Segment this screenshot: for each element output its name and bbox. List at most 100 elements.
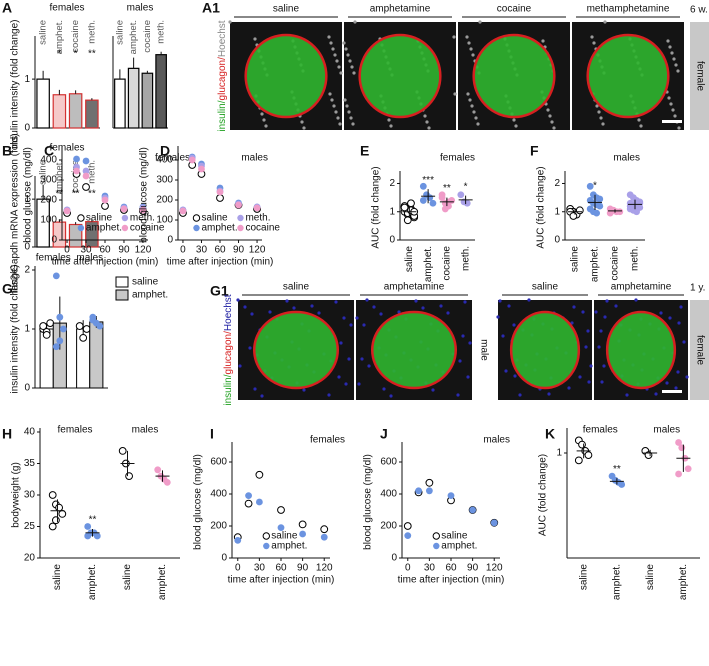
nucleus: [372, 305, 376, 309]
nucleus: [546, 108, 550, 112]
islet: [370, 310, 458, 390]
data-point: [578, 440, 586, 449]
nucleus: [431, 388, 435, 392]
nucleus: [590, 35, 594, 39]
islet: [605, 310, 677, 390]
nucleus: [331, 47, 335, 51]
nucleus: [614, 304, 618, 308]
data-point: [419, 197, 427, 204]
nucleus: [673, 114, 677, 118]
category-label: amphet.: [157, 564, 168, 600]
nucleus: [599, 329, 603, 333]
data-point: [415, 487, 422, 495]
stain-part: Hoechst: [217, 20, 228, 57]
legend-label: saline: [201, 213, 228, 224]
column-header: amphetamine: [611, 282, 672, 293]
legend-label: meth.: [245, 213, 270, 224]
nucleus: [595, 104, 599, 108]
x-tick-label: 120: [135, 245, 152, 256]
nucleus: [676, 69, 680, 73]
y-axis-label: Ins2/Gapdh mRNA expression (fold): [10, 133, 21, 293]
data-point: [419, 182, 427, 190]
nucleus: [228, 20, 232, 24]
nucleus: [367, 364, 371, 368]
data-point: [216, 188, 224, 196]
category-label: cocaine: [70, 20, 81, 53]
bar: [89, 321, 104, 389]
nucleus: [463, 300, 467, 304]
x-tick-label: 0: [64, 245, 70, 256]
data-point: [463, 199, 471, 207]
bar: [68, 93, 83, 129]
chart-title: females: [310, 435, 345, 446]
data-point: [48, 491, 57, 499]
data-point: [636, 199, 644, 207]
x-tick-label: 0: [405, 563, 411, 574]
data-point: [79, 333, 88, 342]
x-tick-label: 120: [249, 245, 266, 256]
nucleus: [514, 124, 518, 128]
category-label: meth.: [460, 246, 471, 271]
nucleus: [504, 369, 508, 373]
data-point: [626, 202, 634, 210]
data-point: [96, 322, 104, 330]
data-point: [253, 204, 261, 212]
significance: **: [72, 189, 80, 200]
nucleus: [468, 98, 472, 102]
data-point: [616, 208, 624, 216]
y-tick-label: 400: [40, 155, 57, 166]
sex-label: female: [694, 335, 705, 365]
data-point: [42, 331, 51, 339]
nucleus: [668, 45, 672, 49]
y-tick-label: 1: [554, 206, 560, 217]
x-axis-label: time after injection (min): [228, 575, 335, 586]
data-point: [490, 519, 498, 527]
legend-marker: [262, 532, 270, 540]
data-point: [469, 506, 477, 514]
significance: **: [613, 464, 621, 475]
x-tick-label: 60: [214, 245, 226, 256]
y-axis-label: AUC (fold change): [536, 166, 547, 248]
x-axis-label: time after injection (min): [398, 575, 505, 586]
y-tick-label: 0: [24, 123, 30, 134]
nucleus: [379, 312, 383, 316]
panel-label: E: [360, 143, 369, 159]
y-tick-label: 400: [210, 489, 227, 500]
islet: [472, 33, 556, 119]
nucleus: [253, 387, 257, 391]
data-point: [55, 503, 63, 512]
significance: *: [593, 180, 597, 191]
nucleus: [333, 53, 337, 57]
nucleus: [470, 104, 474, 108]
category-label: saline: [404, 246, 415, 273]
legend-label: saline: [441, 531, 468, 542]
panel-label: F: [530, 143, 539, 159]
nucleus: [332, 104, 336, 108]
nucleus: [671, 108, 675, 112]
data-point: [245, 492, 252, 499]
bar: [155, 54, 167, 129]
nucleus: [601, 122, 605, 126]
category-label: cocaine: [610, 246, 621, 281]
x-axis-label: time after injection (min): [52, 257, 159, 268]
legend-marker: [193, 224, 200, 232]
category-label: saline: [645, 564, 656, 591]
data-point: [569, 212, 578, 220]
nucleus: [387, 118, 391, 122]
group-label: males: [76, 253, 103, 264]
category-label: saline: [122, 564, 133, 591]
data-point: [93, 532, 101, 540]
bar: [127, 67, 140, 129]
data-point: [139, 206, 147, 214]
nucleus: [518, 393, 522, 397]
stain-part: Hoechst: [223, 294, 234, 331]
x-tick-label: 90: [118, 245, 130, 256]
nucleus: [548, 114, 552, 118]
nucleus: [382, 387, 386, 391]
nucleus: [597, 110, 601, 114]
x-tick-label: 30: [424, 563, 436, 574]
nucleus: [347, 357, 351, 361]
nucleus: [586, 329, 590, 333]
nucleus: [474, 116, 478, 120]
significance: *: [74, 49, 78, 60]
